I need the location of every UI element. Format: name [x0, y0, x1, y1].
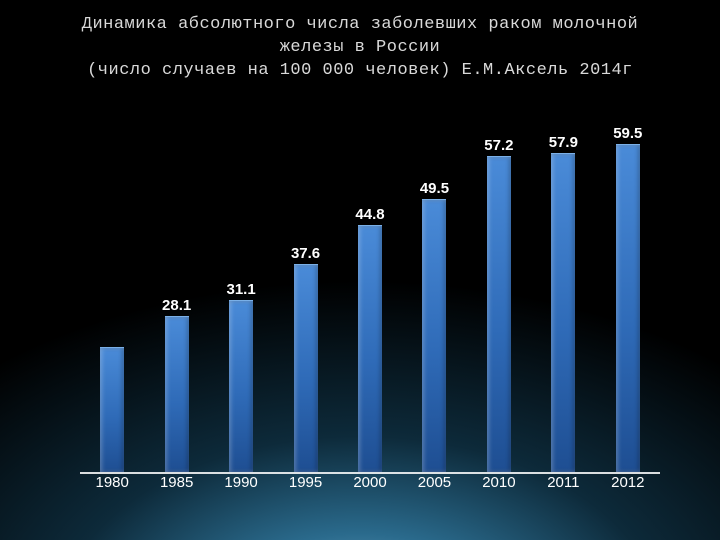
- bar: [487, 156, 511, 472]
- bar-value-label: 57.9: [549, 134, 578, 151]
- bar-slot: [80, 120, 144, 472]
- bar-value-label: 49.5: [420, 180, 449, 197]
- bar: [100, 347, 124, 472]
- title-line-1: Динамика абсолютного числа заболевших ра…: [82, 15, 639, 34]
- bar-slot: 59.5: [596, 120, 660, 472]
- x-tick-label: 2010: [467, 474, 531, 500]
- bar: [229, 300, 253, 472]
- bar-value-label: 37.6: [291, 245, 320, 262]
- chart-area: 28.1 31.1 37.6 44.8 49.5 57.2: [80, 120, 660, 500]
- bar-slot: 37.6: [273, 120, 337, 472]
- bar-value-label: 44.8: [355, 206, 384, 223]
- x-tick-label: 2005: [402, 474, 466, 500]
- x-tick-label: 1990: [209, 474, 273, 500]
- x-tick-label: 1995: [273, 474, 337, 500]
- bar: [422, 199, 446, 472]
- title-line-3: (число случаев на 100 000 человек) Е.М.А…: [87, 61, 633, 80]
- bar-value-label: 28.1: [162, 297, 191, 314]
- bar-slot: 28.1: [144, 120, 208, 472]
- title-line-2: железы в России: [280, 38, 441, 57]
- bar-value-label: 31.1: [226, 281, 255, 298]
- x-tick-label: 1985: [144, 474, 208, 500]
- bar: [551, 153, 575, 472]
- bar-value-label: 57.2: [484, 137, 513, 154]
- bar: [294, 264, 318, 472]
- x-tick-label: 1980: [80, 474, 144, 500]
- bar-slot: 57.2: [467, 120, 531, 472]
- bar: [358, 225, 382, 472]
- x-ticks: 1980 1985 1990 1995 2000 2005 2010 2011 …: [80, 474, 660, 500]
- slide: Динамика абсолютного числа заболевших ра…: [0, 0, 720, 540]
- chart-title: Динамика абсолютного числа заболевших ра…: [60, 14, 660, 83]
- bar: [616, 144, 640, 472]
- bar-slot: 57.9: [531, 120, 595, 472]
- bar-value-label: 59.5: [613, 125, 642, 142]
- x-tick-label: 2000: [338, 474, 402, 500]
- bar-slot: 44.8: [338, 120, 402, 472]
- bar-slot: 49.5: [402, 120, 466, 472]
- x-tick-label: 2011: [531, 474, 595, 500]
- bar-slot: 31.1: [209, 120, 273, 472]
- x-tick-label: 2012: [596, 474, 660, 500]
- bars-container: 28.1 31.1 37.6 44.8 49.5 57.2: [80, 120, 660, 472]
- bar: [165, 316, 189, 472]
